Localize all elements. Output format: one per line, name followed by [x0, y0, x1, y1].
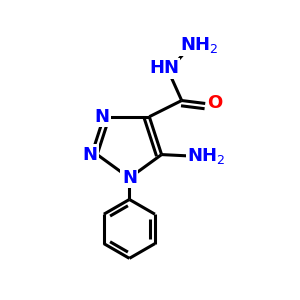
Text: NH$_2$: NH$_2$: [187, 146, 226, 166]
Text: O: O: [207, 94, 222, 112]
Text: N: N: [122, 169, 137, 187]
Text: NH$_2$: NH$_2$: [180, 34, 219, 55]
Text: HN: HN: [149, 59, 179, 77]
Text: N: N: [82, 146, 97, 164]
Text: N: N: [94, 108, 110, 126]
